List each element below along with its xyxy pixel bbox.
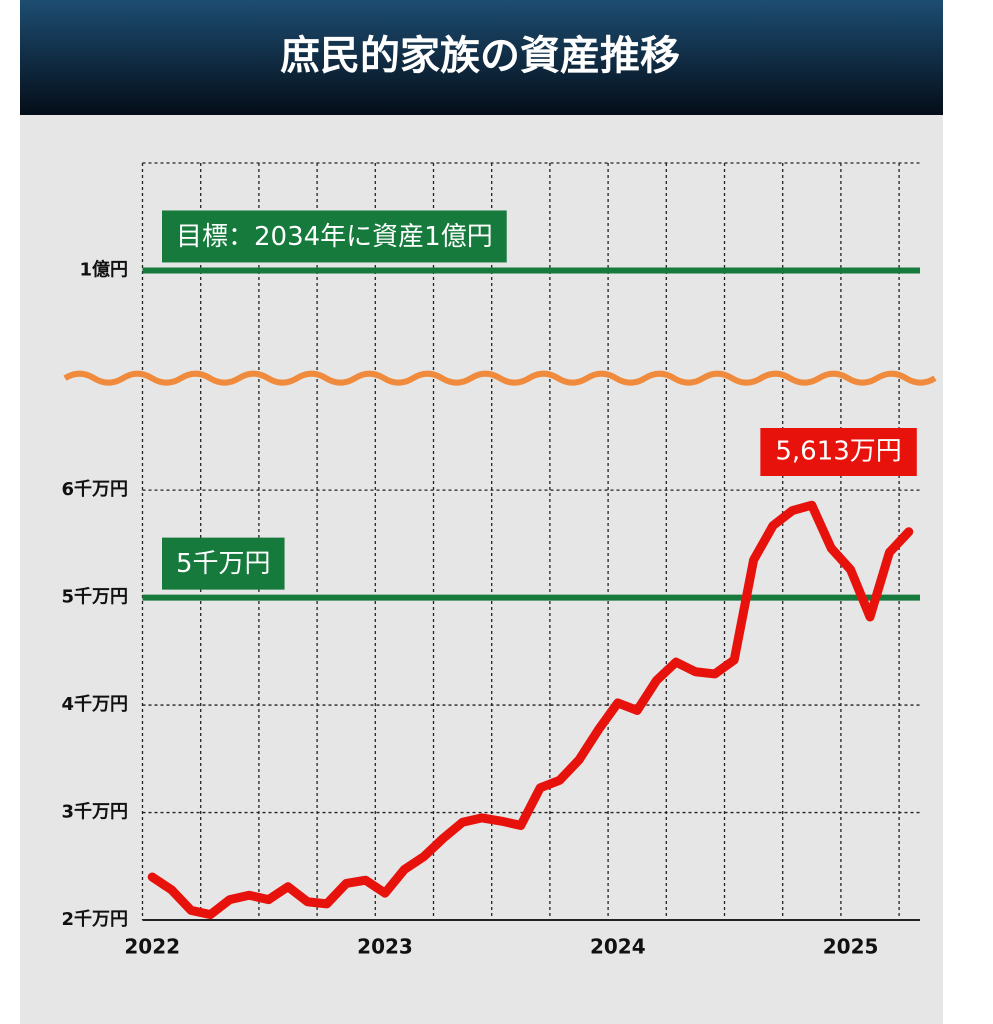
y-tick-label: 3千万円 xyxy=(61,802,128,823)
x-tick-label: 2025 xyxy=(823,935,879,959)
reference-label-box xyxy=(162,537,285,590)
reference-label-text: 5千万円 xyxy=(176,549,271,579)
y-tick-label: 6千万円 xyxy=(61,479,128,500)
reference-label-text: 目標：2034年に資産1億円 xyxy=(176,222,493,252)
x-tick-label: 2023 xyxy=(357,935,413,959)
reference-label: 目標：2034年に資産1億円 xyxy=(162,210,507,263)
value-label-text: 5,613万円 xyxy=(775,437,901,467)
axis-break xyxy=(63,370,937,386)
series-line xyxy=(147,500,914,920)
y-tick-label: 1億円 xyxy=(79,258,128,280)
reference-label: 5千万円 xyxy=(162,537,285,590)
y-tick-label: 4千万円 xyxy=(61,694,128,715)
value-label-box xyxy=(760,428,917,476)
x-tick-label: 2022 xyxy=(124,935,180,959)
value-label: 5,613万円 xyxy=(760,428,917,476)
title-banner xyxy=(20,0,943,115)
y-tick-label: 5千万円 xyxy=(61,587,128,608)
chart-title: 庶民的家族の資産推移 xyxy=(280,33,680,79)
y-tick-label: 2千万円 xyxy=(61,909,128,930)
reference-label-box xyxy=(162,210,507,263)
x-tick-label: 2024 xyxy=(590,935,646,959)
